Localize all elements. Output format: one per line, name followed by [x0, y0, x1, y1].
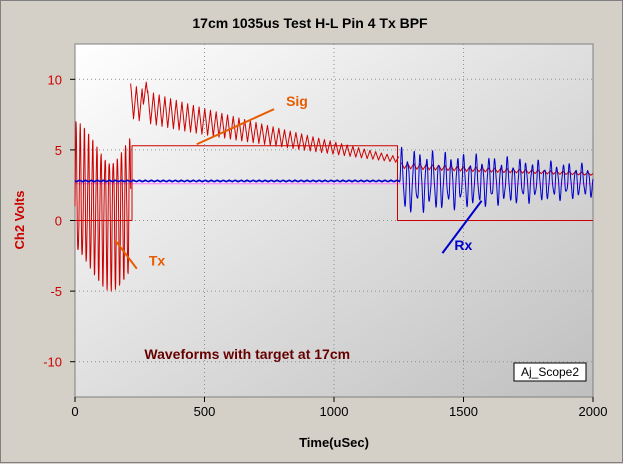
- scope-badge-label: Aj_Scope2: [521, 365, 579, 379]
- x-tick-label: 0: [71, 404, 78, 419]
- series-layer: [74, 81, 594, 292]
- annotation-arrow: [196, 108, 275, 146]
- y-tick-label: -5: [50, 284, 62, 299]
- annotation-layer: Sig Tx Rx Waveforms with target at 17cm: [114, 93, 483, 362]
- x-tick-label: 500: [194, 404, 216, 419]
- y-tick-label: -10: [43, 355, 62, 370]
- chart-title: 17cm 1035us Test H-L Pin 4 Tx BPF: [192, 15, 428, 31]
- y-axis-label: Ch2 Volts: [12, 191, 27, 250]
- y-tick-label: 10: [48, 72, 62, 87]
- y-tick-label: 0: [55, 214, 62, 229]
- series-line-rx-5: [399, 146, 594, 213]
- scope-badge-box: [513, 362, 587, 382]
- series-line-rx-4: [74, 179, 401, 183]
- annotation-arrow: [441, 200, 483, 254]
- series-line-sig-3: [75, 145, 593, 221]
- annotation-label: Tx: [149, 253, 166, 269]
- axis-layer: 0 500 1000 1500 2000 -10 -5 0 5 10: [43, 72, 607, 419]
- x-tick-label: 2000: [579, 404, 608, 419]
- series-line-tx-1: [130, 81, 400, 163]
- x-axis-label: Time(uSec): [299, 435, 369, 450]
- annotation-arrow: [114, 239, 138, 270]
- annotation-label: Rx: [454, 237, 472, 253]
- x-tick-label: 1000: [320, 404, 349, 419]
- scope-badge: Aj_Scope2: [513, 362, 587, 382]
- annotation-label: Sig: [286, 93, 308, 109]
- y-tick-label: 5: [55, 143, 62, 158]
- x-tick-label: 1500: [449, 404, 478, 419]
- series-line-tx-0: [74, 121, 132, 292]
- annotation-label: Waveforms with target at 17cm: [144, 346, 350, 362]
